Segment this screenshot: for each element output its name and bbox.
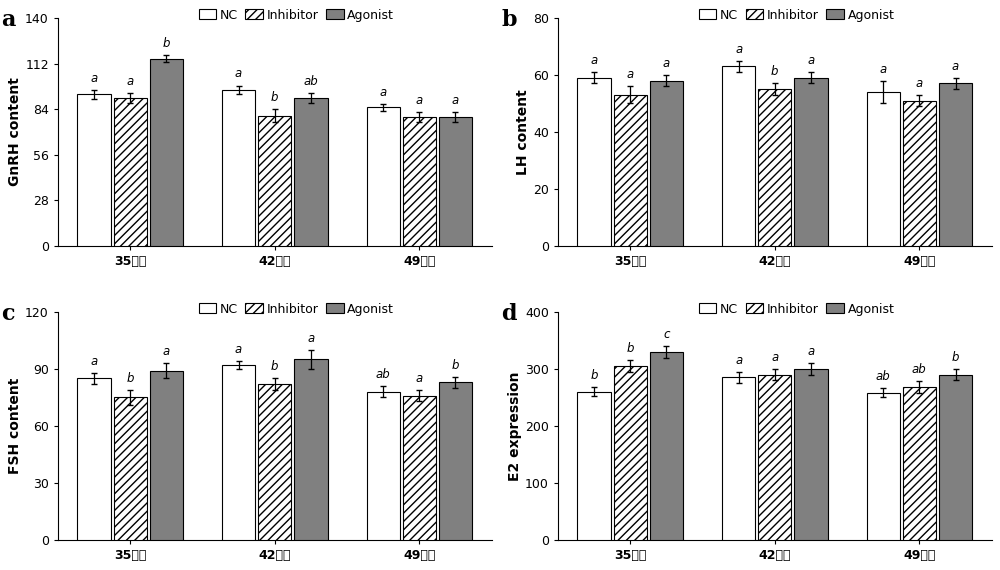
- Text: a: a: [590, 54, 598, 67]
- Bar: [114, 397, 147, 540]
- Text: a: a: [771, 351, 778, 364]
- Text: a: a: [163, 345, 170, 359]
- Bar: [367, 392, 400, 540]
- Bar: [77, 95, 111, 246]
- Text: a: a: [235, 67, 242, 80]
- Text: d: d: [502, 303, 517, 325]
- Text: b: b: [271, 91, 278, 104]
- Bar: [150, 371, 183, 540]
- Legend: NC, Inhibitor, Agonist: NC, Inhibitor, Agonist: [196, 6, 397, 24]
- Text: a: a: [952, 60, 959, 73]
- Bar: [650, 352, 683, 540]
- Bar: [722, 66, 755, 246]
- Text: c: c: [663, 328, 670, 341]
- Text: a: a: [452, 94, 459, 107]
- Text: a: a: [735, 354, 742, 367]
- Text: b: b: [163, 38, 170, 50]
- Bar: [867, 393, 900, 540]
- Text: a: a: [127, 75, 134, 88]
- Text: a: a: [380, 86, 387, 99]
- Bar: [367, 107, 400, 246]
- Bar: [794, 369, 828, 540]
- Bar: [114, 97, 147, 246]
- Bar: [903, 387, 936, 540]
- Legend: NC, Inhibitor, Agonist: NC, Inhibitor, Agonist: [196, 300, 397, 318]
- Text: b: b: [952, 351, 959, 364]
- Bar: [439, 117, 472, 246]
- Text: a: a: [90, 355, 98, 368]
- Text: a: a: [807, 345, 815, 359]
- Bar: [439, 382, 472, 540]
- Bar: [794, 78, 828, 246]
- Bar: [614, 95, 647, 246]
- Text: a: a: [307, 332, 315, 345]
- Bar: [150, 59, 183, 246]
- Text: a: a: [663, 57, 670, 70]
- Legend: NC, Inhibitor, Agonist: NC, Inhibitor, Agonist: [696, 6, 897, 24]
- Bar: [722, 377, 755, 540]
- Y-axis label: FSH content: FSH content: [8, 378, 22, 474]
- Text: a: a: [235, 343, 242, 356]
- Bar: [294, 97, 328, 246]
- Text: a: a: [2, 9, 16, 31]
- Text: a: a: [916, 77, 923, 90]
- Bar: [614, 366, 647, 540]
- Y-axis label: LH content: LH content: [516, 89, 530, 174]
- Text: b: b: [502, 9, 517, 31]
- Bar: [650, 80, 683, 246]
- Text: ab: ab: [304, 75, 318, 88]
- Bar: [258, 384, 291, 540]
- Text: b: b: [771, 66, 779, 79]
- Text: a: a: [416, 94, 423, 107]
- Bar: [903, 100, 936, 246]
- Bar: [258, 116, 291, 246]
- Bar: [77, 378, 111, 540]
- Text: a: a: [90, 72, 98, 84]
- Legend: NC, Inhibitor, Agonist: NC, Inhibitor, Agonist: [696, 300, 897, 318]
- Text: b: b: [452, 359, 459, 372]
- Text: b: b: [626, 343, 634, 356]
- Text: ab: ab: [912, 364, 927, 376]
- Bar: [758, 89, 791, 246]
- Text: ab: ab: [876, 370, 891, 383]
- Text: a: a: [416, 372, 423, 385]
- Text: b: b: [590, 369, 598, 382]
- Text: c: c: [2, 303, 15, 325]
- Text: b: b: [126, 372, 134, 385]
- Text: ab: ab: [376, 368, 391, 381]
- Bar: [403, 117, 436, 246]
- Bar: [294, 360, 328, 540]
- Text: a: a: [735, 43, 742, 56]
- Bar: [222, 89, 255, 246]
- Text: a: a: [627, 68, 634, 82]
- Text: a: a: [807, 54, 815, 67]
- Bar: [939, 83, 972, 246]
- Bar: [939, 374, 972, 540]
- Bar: [577, 78, 611, 246]
- Bar: [577, 392, 611, 540]
- Y-axis label: E2 expression: E2 expression: [508, 371, 522, 481]
- Bar: [403, 396, 436, 540]
- Text: a: a: [880, 63, 887, 76]
- Bar: [867, 92, 900, 246]
- Bar: [222, 365, 255, 540]
- Bar: [758, 374, 791, 540]
- Y-axis label: GnRH content: GnRH content: [8, 78, 22, 186]
- Text: b: b: [271, 360, 278, 373]
